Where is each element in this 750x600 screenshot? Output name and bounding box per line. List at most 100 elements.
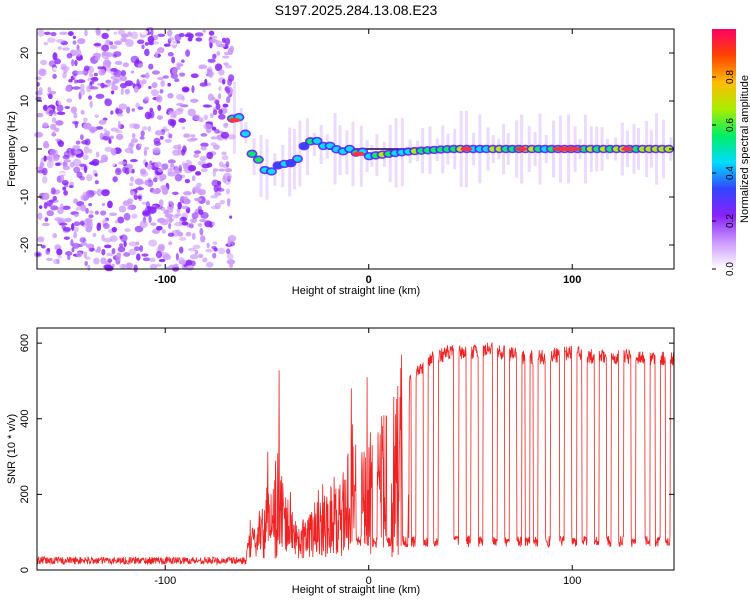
heatmap-noise-cell [227, 134, 236, 140]
heatmap-noise-cell [194, 32, 204, 37]
heatmap-noise-cell [191, 85, 195, 94]
heatmap-trend-core [267, 168, 276, 175]
snr-y-tick-label: 600 [19, 334, 31, 352]
heatmap-noise-cell [76, 79, 86, 84]
heatmap-noise-cell [213, 247, 218, 252]
heatmap-noise-cell [42, 104, 48, 111]
heatmap-noise-cell [95, 28, 101, 36]
heatmap-hot-cell [352, 151, 365, 156]
heatmap-noise-cell [52, 67, 58, 71]
heatmap-noise-cell [86, 173, 93, 182]
heatmap-noise-cell [197, 253, 204, 259]
heatmap-noise-cell [141, 78, 147, 85]
heatmap-noise-cell [88, 126, 97, 132]
heatmap-noise-cell [85, 207, 89, 214]
heatmap-noise-cell [217, 247, 226, 255]
heatmap-noise-cell [178, 236, 187, 241]
heatmap-noise-cell [152, 147, 161, 154]
heatmap-noise-cell [135, 187, 145, 191]
heatmap-noise-cell [88, 203, 93, 207]
heatmap-noise-cell [62, 205, 71, 210]
heatmap-noise-cell [79, 83, 85, 91]
heatmap-noise-cell [166, 207, 174, 214]
heatmap-noise-cell [83, 146, 90, 154]
heatmap-noise-cell [142, 257, 151, 262]
heatmap-noise-cell [52, 52, 58, 61]
heatmap-noise-cell [205, 248, 213, 253]
heatmap-noise-cell [114, 167, 122, 176]
heatmap-noise-cell [184, 178, 191, 184]
heatmap-noise-cell [172, 144, 182, 150]
heatmap-noise-cell [184, 79, 190, 86]
heatmap-noise-cell [141, 44, 145, 50]
heatmap-noise-cell [185, 49, 191, 57]
heatmap-noise-cell [71, 59, 75, 67]
heatmap-noise-cell [224, 167, 233, 173]
heatmap-noise-cell [37, 236, 45, 243]
heatmap-noise-cell [154, 161, 162, 168]
colorbar-tick-label: 0.0 [725, 262, 736, 276]
heatmap-noise-cell [173, 167, 181, 175]
heatmap-noise-cell [76, 171, 83, 179]
heatmap-noise-cell [45, 248, 51, 255]
heatmap-noise-cell [224, 37, 231, 46]
heatmap-noise-cell [173, 263, 179, 268]
heatmap-noise-cell [46, 257, 53, 262]
heatmap-noise-cell [122, 62, 130, 68]
heatmap-noise-cell [156, 115, 164, 120]
heatmap-noise-cell [189, 218, 195, 223]
heatmap-noise-cell [109, 44, 118, 50]
heatmap-noise-cell [50, 205, 59, 211]
heatmap-noise-cell [218, 113, 226, 120]
heatmap-noise-cell [37, 212, 43, 221]
snr-xlabel: Height of straight line (km) [292, 584, 420, 596]
heatmap-noise-cell [188, 164, 197, 172]
heatmap-noise-cell [212, 252, 217, 259]
heatmap-ylabel: Frequency (Hz) [6, 111, 18, 187]
heatmap-y-tick-label: 0 [19, 146, 31, 152]
heatmap-noise-cell [59, 203, 64, 211]
heatmap-noise-cell [120, 37, 128, 42]
heatmap-noise-cell [140, 130, 145, 137]
heatmap-noise-cell [167, 82, 172, 87]
heatmap-noise-cell [198, 64, 208, 70]
heatmap-noise-cell [225, 188, 230, 195]
heatmap-noise-cell [181, 205, 189, 210]
heatmap-noise-cell [117, 120, 121, 129]
heatmap-noise-cell [195, 37, 203, 42]
heatmap-noise-cell [174, 33, 182, 42]
heatmap-noise-cell [212, 241, 218, 245]
heatmap-hot-cell [562, 146, 583, 152]
heatmap-noise-cell [218, 168, 226, 172]
heatmap-noise-cell [137, 106, 144, 110]
heatmap-noise-cell [97, 66, 103, 70]
heatmap-noise-cell [150, 222, 157, 226]
heatmap-noise-cell [148, 63, 154, 70]
heatmap-noise-cell [226, 259, 236, 265]
heatmap-noise-cell [222, 103, 229, 108]
heatmap-noise-cell [210, 195, 219, 199]
heatmap-trend-core [241, 131, 250, 137]
heatmap-noise-cell [157, 104, 162, 111]
heatmap-noise-cell [88, 206, 95, 212]
snr-frame [36, 327, 675, 571]
heatmap-noise-cell [40, 68, 45, 75]
snr-y-ticks: 0 200 400 600 [19, 334, 674, 573]
heatmap-noise-cell [213, 192, 222, 196]
heatmap-noise-cell [100, 82, 105, 89]
heatmap-noise-cell [42, 122, 49, 128]
heatmap-noise-cell [149, 257, 156, 263]
heatmap-noise-cell [35, 166, 45, 171]
colorbar-label: Normalized spectral amplitude [739, 75, 750, 223]
heatmap-noise-cell [149, 110, 155, 119]
heatmap-noise-cell [223, 51, 231, 56]
heatmap-noise-cell [188, 223, 194, 229]
heatmap-noise-cell [102, 51, 108, 57]
heatmap-noise-cell [80, 204, 87, 212]
heatmap-noise-cell [56, 111, 66, 116]
heatmap-noise-cell [75, 206, 82, 211]
heatmap-noise-cell [110, 110, 114, 115]
heatmap-noise-cell [212, 109, 218, 116]
heatmap-noise-cell [86, 85, 92, 93]
